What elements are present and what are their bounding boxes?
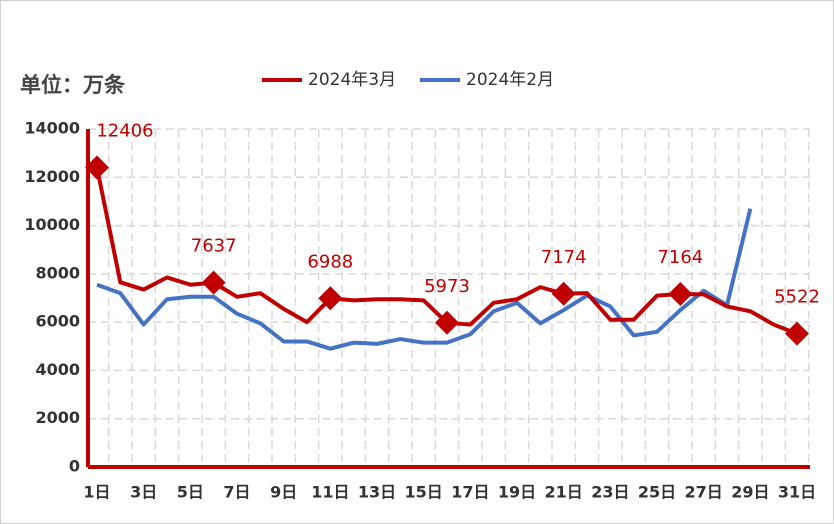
legend-label: 2024年3月 [308, 70, 396, 90]
x-tick-label: 27日 [685, 483, 723, 502]
point-marker [201, 270, 226, 295]
x-tick-label: 3日 [130, 483, 157, 502]
data-label: 7164 [657, 247, 703, 268]
x-tick-label: 1日 [83, 483, 110, 502]
y-tick-label: 14000 [24, 119, 80, 138]
x-tick-label: 5日 [177, 483, 204, 502]
data-label: 5973 [424, 276, 470, 297]
data-label: 5522 [774, 287, 820, 308]
x-tick-label: 17日 [451, 483, 489, 502]
point-marker [85, 155, 109, 180]
x-tick-label: 25日 [638, 483, 676, 502]
x-tick-label: 11日 [311, 483, 349, 502]
x-tick-label: 29日 [731, 483, 769, 502]
x-tick-label: 7日 [223, 483, 250, 502]
data-label: 7174 [541, 247, 587, 268]
point-marker [318, 286, 343, 311]
point-marker [551, 281, 576, 306]
y-tick-label: 6000 [35, 312, 80, 331]
x-tick-label: 9日 [270, 483, 297, 502]
y-tick-label: 0 [69, 457, 80, 476]
data-label: 7637 [191, 236, 237, 257]
y-tick-label: 10000 [24, 215, 80, 234]
x-tick-label: 15日 [405, 483, 443, 502]
x-tick-label: 23日 [591, 483, 629, 502]
data-label: 6988 [307, 251, 353, 272]
point-marker [435, 310, 459, 335]
series-line [96, 208, 753, 351]
y-tick-label: 2000 [35, 408, 80, 427]
legend-label: 2024年2月 [466, 70, 554, 90]
x-tick-label: 19日 [498, 483, 536, 502]
y-tick-label: 8000 [35, 263, 80, 282]
point-marker [785, 321, 809, 346]
x-tick-label: 13日 [358, 483, 396, 502]
y-tick-label: 4000 [35, 360, 80, 379]
x-tick-label: 31日 [778, 483, 816, 502]
y-tick-label: 12000 [24, 167, 80, 186]
point-marker [668, 282, 693, 307]
unit-label: 单位：万条 [20, 73, 126, 97]
x-tick-label: 21日 [545, 483, 583, 502]
data-label: 12406 [96, 120, 153, 141]
